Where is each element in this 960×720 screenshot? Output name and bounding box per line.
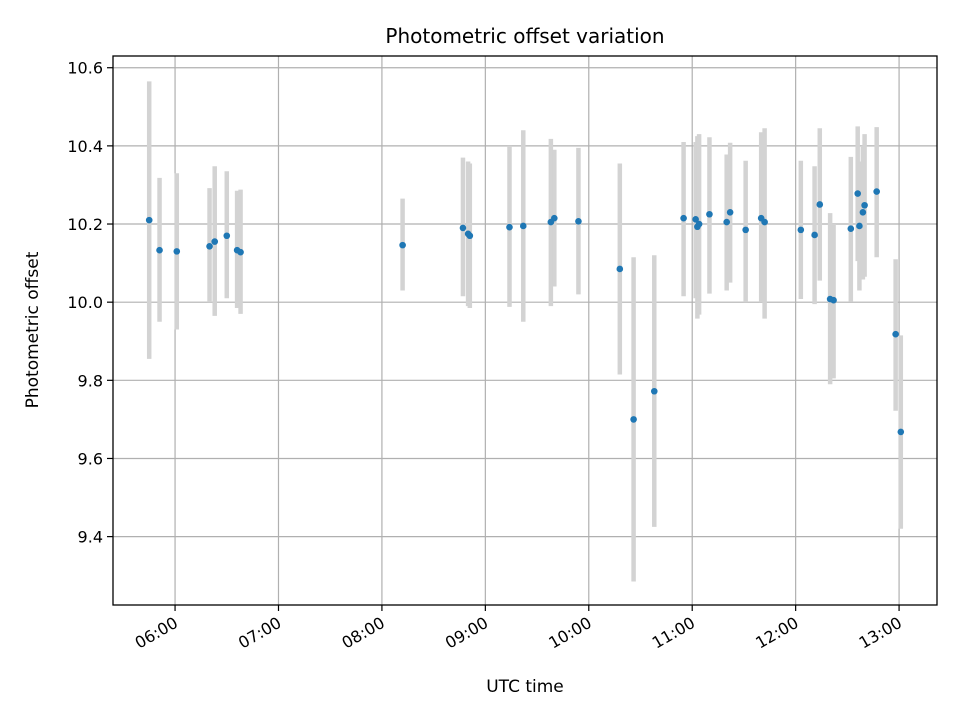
data-point bbox=[830, 296, 837, 304]
x-tick-label: 06:00 bbox=[132, 613, 181, 653]
data-point bbox=[856, 222, 863, 230]
data-point bbox=[223, 232, 231, 240]
x-tick-label: 12:00 bbox=[752, 613, 801, 653]
y-tick-label: 9.6 bbox=[78, 449, 103, 468]
data-point bbox=[630, 416, 637, 423]
data-point bbox=[173, 248, 181, 255]
data-point bbox=[811, 231, 818, 239]
data-point bbox=[206, 242, 213, 250]
y-tick-labels: 9.4 9.6 9.8 10.0 10.2 10.4 10.6 bbox=[67, 59, 103, 547]
x-tick-label: 07:00 bbox=[235, 613, 284, 653]
data-point bbox=[650, 387, 658, 395]
axis-ticks bbox=[107, 67, 900, 611]
plot-frame bbox=[112, 55, 938, 606]
x-tick-label: 09:00 bbox=[442, 613, 491, 653]
data-point bbox=[695, 220, 703, 228]
data-point bbox=[742, 226, 749, 234]
data-point bbox=[156, 246, 163, 254]
data-point bbox=[892, 330, 899, 338]
y-tick-label: 10.2 bbox=[67, 215, 103, 234]
x-tick-label: 11:00 bbox=[649, 613, 698, 653]
x-axis-label: UTC time bbox=[486, 677, 564, 697]
data-point bbox=[859, 208, 867, 216]
data-point bbox=[680, 214, 687, 222]
data-point bbox=[816, 201, 824, 208]
data-point bbox=[519, 222, 527, 230]
data-point bbox=[237, 248, 244, 256]
y-axis-label: Photometric offset bbox=[23, 251, 43, 408]
data-point bbox=[399, 241, 406, 249]
x-tick-label: 10:00 bbox=[545, 613, 594, 653]
data-point bbox=[692, 216, 699, 223]
data-point bbox=[723, 218, 730, 226]
data-point bbox=[459, 224, 467, 232]
data-point bbox=[616, 265, 624, 273]
data-point bbox=[211, 238, 219, 245]
y-tick-label: 9.4 bbox=[78, 528, 103, 547]
x-tick-label: 08:00 bbox=[338, 613, 387, 653]
y-tick-label: 10.0 bbox=[67, 293, 103, 312]
x-tick-label: 13:00 bbox=[856, 613, 905, 653]
data-point bbox=[575, 217, 582, 225]
data-point bbox=[726, 208, 734, 216]
data-point bbox=[706, 210, 713, 218]
data-point bbox=[854, 190, 862, 197]
data-point bbox=[797, 226, 805, 234]
data-point bbox=[761, 218, 768, 226]
data-point bbox=[847, 225, 855, 233]
y-tick-label: 9.8 bbox=[78, 371, 103, 390]
chart-title: Photometric offset variation bbox=[385, 24, 664, 48]
data-point bbox=[861, 201, 868, 209]
y-tick-label: 10.4 bbox=[67, 137, 103, 156]
y-tick-label: 10.6 bbox=[67, 59, 103, 78]
data-point bbox=[145, 216, 153, 224]
data-point bbox=[506, 223, 513, 231]
data-point bbox=[897, 428, 905, 436]
x-tick-labels: 06:00 07:00 08:00 09:00 10:00 11:00 12:00 13:00 bbox=[132, 613, 905, 653]
data-point bbox=[873, 188, 880, 195]
data-point bbox=[551, 214, 558, 222]
data-point bbox=[466, 232, 474, 240]
data-points bbox=[145, 188, 905, 436]
error-bars bbox=[146, 81, 904, 582]
